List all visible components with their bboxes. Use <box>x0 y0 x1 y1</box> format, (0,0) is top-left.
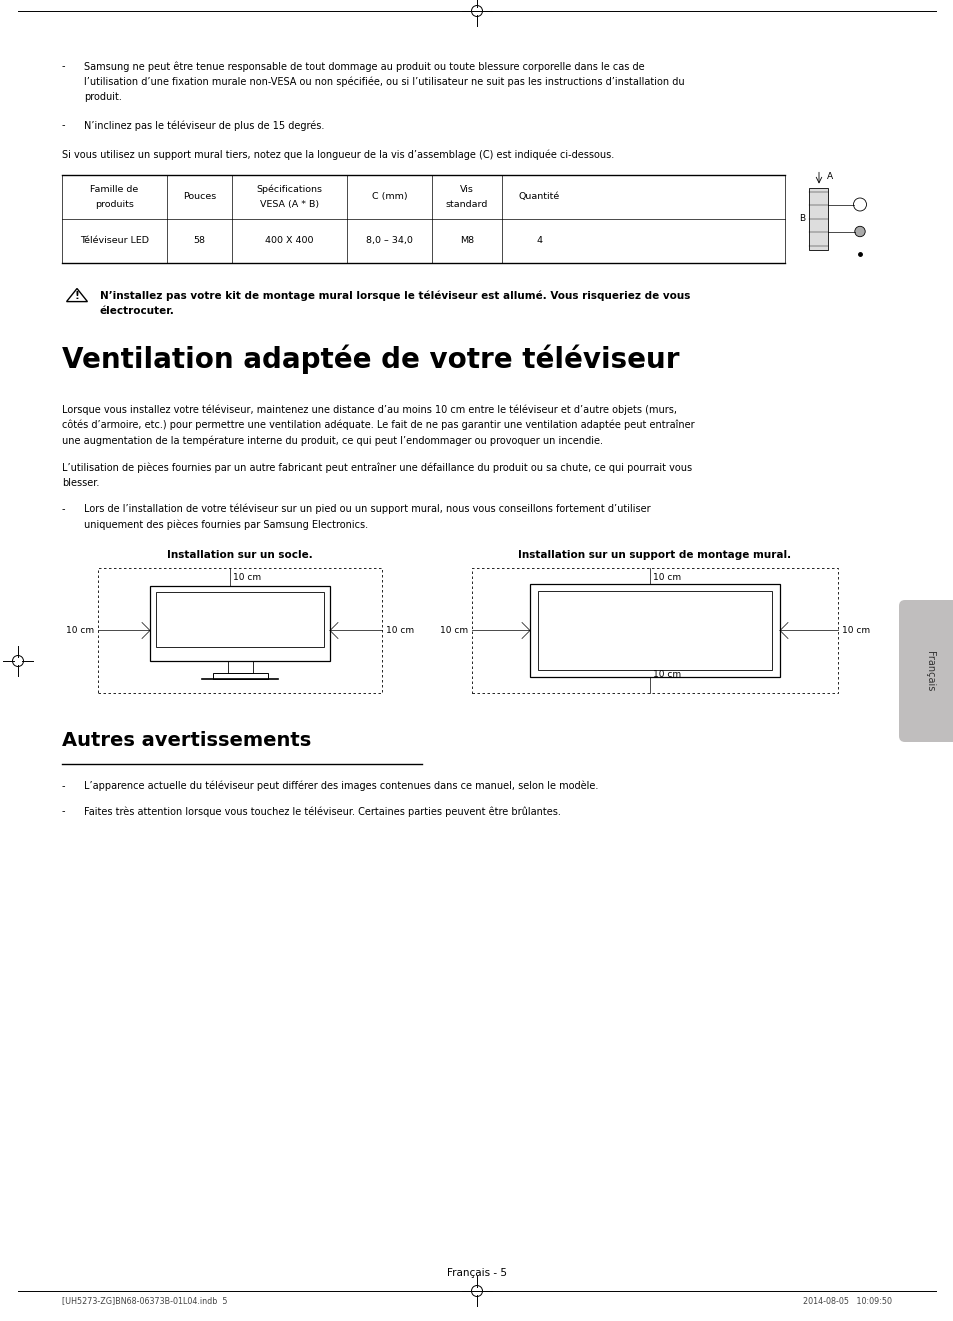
Text: produits: produits <box>95 199 133 209</box>
Text: 10 cm: 10 cm <box>66 626 94 635</box>
Text: L’apparence actuelle du téléviseur peut différer des images contenues dans ce ma: L’apparence actuelle du téléviseur peut … <box>84 781 598 791</box>
Text: L’utilisation de pièces fournies par un autre fabricant peut entraîner une défai: L’utilisation de pièces fournies par un … <box>62 462 691 473</box>
Text: 10 cm: 10 cm <box>439 626 468 635</box>
Text: Spécifications: Spécifications <box>256 185 322 194</box>
Text: 10 cm: 10 cm <box>386 626 414 635</box>
Bar <box>156 592 324 647</box>
Text: électrocuter.: électrocuter. <box>100 306 174 316</box>
FancyBboxPatch shape <box>898 600 953 742</box>
Text: Téléviseur LED: Téléviseur LED <box>80 236 149 244</box>
Bar <box>530 584 780 676</box>
Text: A: A <box>826 172 832 181</box>
Bar <box>537 590 771 670</box>
Text: 400 X 400: 400 X 400 <box>265 236 314 244</box>
Text: Français - 5: Français - 5 <box>447 1268 506 1277</box>
Text: blesser.: blesser. <box>62 478 99 489</box>
Bar <box>808 188 827 250</box>
Bar <box>213 672 267 679</box>
Bar <box>150 587 330 660</box>
Text: C (mm): C (mm) <box>372 192 407 201</box>
Text: Français: Français <box>923 651 934 691</box>
Text: Lors de l’installation de votre téléviseur sur un pied ou un support mural, nous: Lors de l’installation de votre télévise… <box>84 505 650 514</box>
Text: 10 cm: 10 cm <box>233 573 261 583</box>
Text: -: - <box>62 505 66 514</box>
Text: -: - <box>62 781 66 791</box>
Text: Si vous utilisez un support mural tiers, notez que la longueur de la vis d’assem: Si vous utilisez un support mural tiers,… <box>62 149 614 160</box>
Text: N’installez pas votre kit de montage mural lorsque le téléviseur est allumé. Vou: N’installez pas votre kit de montage mur… <box>100 291 690 301</box>
Text: B: B <box>798 214 804 223</box>
Text: produit.: produit. <box>84 92 122 102</box>
Text: Autres avertissements: Autres avertissements <box>62 731 311 750</box>
Text: Samsung ne peut être tenue responsable de tout dommage au produit ou toute bless: Samsung ne peut être tenue responsable d… <box>84 61 644 71</box>
Text: Famille de: Famille de <box>91 185 138 193</box>
Text: 58: 58 <box>193 236 205 244</box>
Text: !: ! <box>74 291 79 301</box>
Text: -: - <box>62 120 66 131</box>
Text: Pouces: Pouces <box>183 192 216 201</box>
Text: Vis: Vis <box>459 185 474 193</box>
Text: une augmentation de la température interne du produit, ce qui peut l’endommager : une augmentation de la température inter… <box>62 436 602 446</box>
Text: standard: standard <box>445 199 488 209</box>
Text: M8: M8 <box>459 236 474 244</box>
Text: uniquement des pièces fournies par Samsung Electronics.: uniquement des pièces fournies par Samsu… <box>84 519 368 530</box>
Text: côtés d’armoire, etc.) pour permettre une ventilation adéquate. Le fait de ne pa: côtés d’armoire, etc.) pour permettre un… <box>62 420 694 431</box>
Text: 10 cm: 10 cm <box>652 670 680 679</box>
Text: Installation sur un socle.: Installation sur un socle. <box>167 550 313 560</box>
Text: -: - <box>62 61 66 71</box>
Text: Lorsque vous installez votre téléviseur, maintenez une distance d’au moins 10 cm: Lorsque vous installez votre téléviseur,… <box>62 404 677 415</box>
Text: [UH5273-ZG]BN68-06373B-01L04.indb  5: [UH5273-ZG]BN68-06373B-01L04.indb 5 <box>62 1296 227 1305</box>
Text: 4: 4 <box>536 236 542 244</box>
Text: -: - <box>62 807 66 816</box>
Text: Quantité: Quantité <box>518 192 559 201</box>
Text: N’inclinez pas le téléviseur de plus de 15 degrés.: N’inclinez pas le téléviseur de plus de … <box>84 120 324 131</box>
Bar <box>227 660 253 672</box>
Text: 8,0 – 34,0: 8,0 – 34,0 <box>366 236 413 244</box>
Text: VESA (A * B): VESA (A * B) <box>259 199 318 209</box>
Text: l’utilisation d’une fixation murale non-VESA ou non spécifiée, ou si l’utilisate: l’utilisation d’une fixation murale non-… <box>84 77 684 87</box>
Text: Faites très attention lorsque vous touchez le téléviseur. Certaines parties peuv: Faites très attention lorsque vous touch… <box>84 807 560 816</box>
Text: Ventilation adaptée de votre téléviseur: Ventilation adaptée de votre téléviseur <box>62 345 679 374</box>
Bar <box>472 568 837 694</box>
Text: 10 cm: 10 cm <box>841 626 869 635</box>
Text: 2014-08-05   10:09:50: 2014-08-05 10:09:50 <box>802 1296 891 1305</box>
Text: Installation sur un support de montage mural.: Installation sur un support de montage m… <box>517 550 791 560</box>
Circle shape <box>854 226 864 236</box>
Text: 10 cm: 10 cm <box>652 573 680 583</box>
Bar <box>98 568 381 694</box>
